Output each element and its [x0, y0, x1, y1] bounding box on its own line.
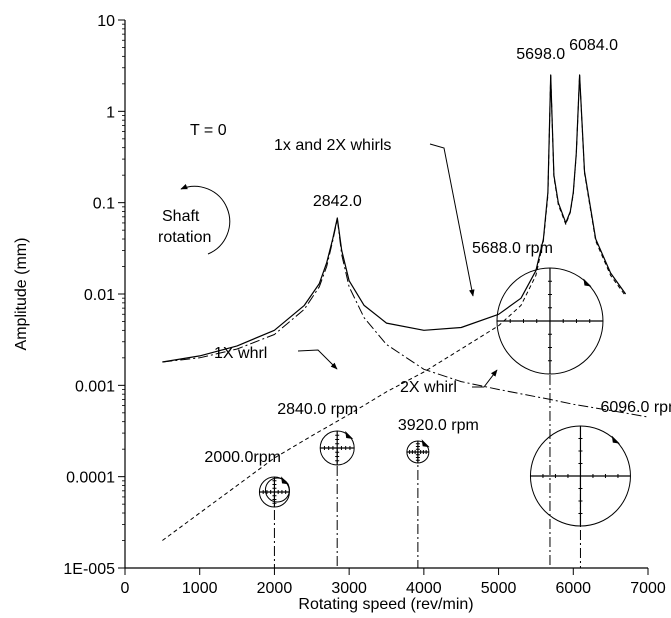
orbit-inner-circle: [264, 477, 290, 503]
y-tick-label: 0.01: [84, 287, 115, 304]
x-tick-label: 1000: [182, 580, 218, 597]
combined-whirl-leader: [429, 143, 475, 297]
x-tick-label: 7000: [630, 580, 666, 597]
shaft-rotation-label-line2: rotation: [158, 229, 211, 246]
orbit-label: 5688.0 rpm: [472, 240, 553, 257]
x-tick-label: 4000: [406, 580, 442, 597]
two-x-whirl-label: 2X whirl: [400, 379, 457, 396]
peak-label: 2842.0: [313, 193, 362, 210]
two-x-whirl-leader: [472, 369, 498, 388]
axes: [124, 20, 648, 569]
peak-label: 5698.0: [516, 46, 565, 63]
orbit-plots: 2000.0rpm 2840.0 rpm 3920.0 rpm 5688.0 rpm 6…: [204, 240, 671, 568]
series-line: [162, 218, 649, 418]
one-x-whirl-label: 1X whrl: [214, 345, 267, 362]
orbit-direction-icon: [345, 430, 354, 439]
y-tick-label: 0.0001: [66, 470, 115, 487]
orbit-label: 2840.0 rpm: [277, 401, 358, 418]
combined-whirl-label: 1x and 2X whirls: [274, 137, 391, 154]
orbit-direction-icon: [281, 476, 290, 485]
y-tick-label: 0.001: [75, 378, 115, 395]
orbit-direction-icon: [611, 435, 620, 444]
y-tick-label: 1E-005: [63, 561, 115, 578]
orbit-direction-icon: [421, 439, 430, 448]
x-tick-label: 3000: [331, 580, 367, 597]
time-annotation: T = 0: [190, 122, 227, 139]
x-ticks: 0 1000 2000 3000 4000 5000 6000 7000: [121, 568, 666, 597]
x-axis-label: Rotating speed (rev/min): [298, 596, 473, 613]
x-tick-label: 0: [121, 580, 130, 597]
x-tick-label: 6000: [555, 580, 591, 597]
orbit-label: 2000.0rpm: [204, 449, 281, 466]
orbit-direction-icon: [583, 278, 592, 287]
x-tick-label: 5000: [481, 580, 517, 597]
shaft-rotation-label-line1: Shaft: [162, 208, 200, 225]
orbit-label: 6096.0 rpm: [600, 399, 671, 416]
annotations: T = 0 Shaft rotation 1x and 2X whirls 1X…: [158, 122, 498, 396]
x-tick-label: 2000: [257, 580, 293, 597]
one-x-whirl-leader: [297, 349, 338, 370]
series-line: [162, 74, 627, 363]
y-axis-label: Amplitude (mm): [13, 238, 30, 351]
orbit-label: 3920.0 rpm: [398, 417, 479, 434]
y-tick-label: 0.1: [93, 196, 115, 213]
series-line: [162, 74, 627, 541]
y-ticks: 10 1 0.1 0.01 0.001 0.0001 1E-005: [63, 13, 125, 578]
series-group: [162, 74, 649, 541]
peak-label: 6084.0: [569, 37, 618, 54]
y-tick-label: 10: [97, 13, 115, 30]
y-tick-label: 1: [106, 104, 115, 121]
rotation-arrow-icon: [180, 184, 231, 255]
